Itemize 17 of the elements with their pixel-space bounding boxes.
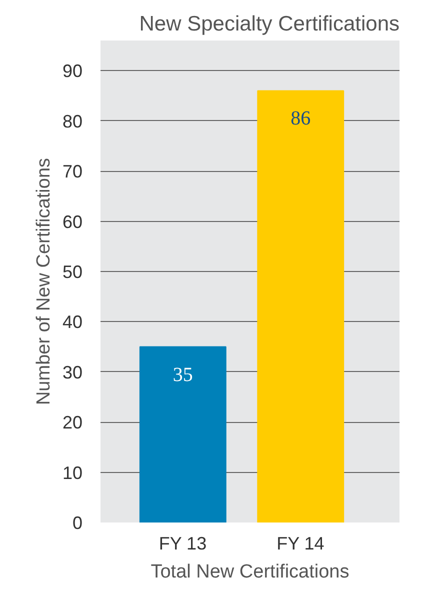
y-tick-label: 60 bbox=[62, 212, 83, 232]
x-tick-label: FY 14 bbox=[276, 534, 324, 554]
y-tick-label: 0 bbox=[72, 513, 83, 533]
data-label: 35 bbox=[172, 364, 193, 386]
y-tick-label: 50 bbox=[62, 262, 83, 282]
x-tick-label: FY 13 bbox=[158, 534, 207, 554]
y-tick-label: 20 bbox=[62, 412, 83, 433]
chart-title: New Specialty Certifications bbox=[139, 12, 400, 36]
y-tick-label: 70 bbox=[62, 162, 83, 182]
y-tick-label: 80 bbox=[62, 111, 83, 132]
y-tick-label: 90 bbox=[62, 61, 83, 82]
x-axis-title: Total New Certifications bbox=[150, 562, 350, 582]
y-tick-label: 10 bbox=[62, 462, 83, 483]
y-axis-title: Number of New Certifications bbox=[33, 158, 54, 406]
y-tick-label: 30 bbox=[62, 362, 83, 382]
y-tick-label: 40 bbox=[62, 312, 83, 332]
data-label: 86 bbox=[290, 108, 311, 130]
